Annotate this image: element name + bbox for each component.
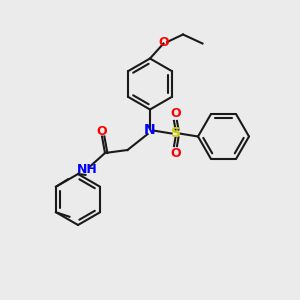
Text: S: S: [170, 127, 181, 140]
Text: NH: NH: [76, 163, 98, 176]
Text: O: O: [170, 107, 181, 120]
Text: O: O: [159, 36, 170, 50]
Text: O: O: [170, 147, 181, 160]
Text: N: N: [144, 124, 156, 137]
Text: O: O: [97, 124, 107, 138]
